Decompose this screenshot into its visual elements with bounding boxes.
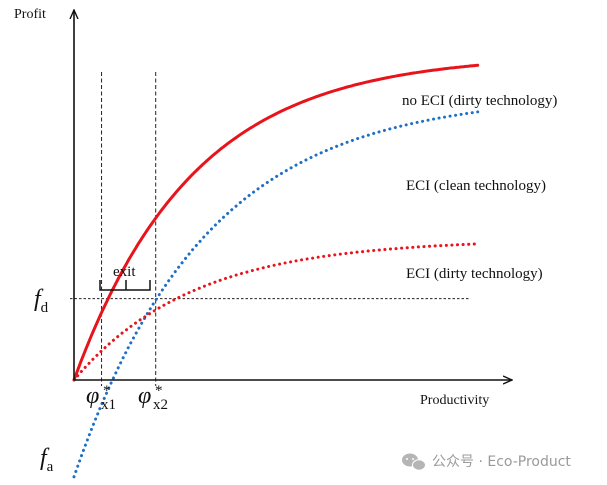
reference-lines xyxy=(70,72,470,386)
curve-no-eci-dirty xyxy=(72,63,480,382)
y-axis-label: Profit xyxy=(14,7,46,22)
series-label-eci-clean: ECI (clean technology) xyxy=(406,178,546,194)
fd-label: fd xyxy=(34,286,49,316)
svg-text:x1: x1 xyxy=(101,397,116,413)
curve-eci-dirty xyxy=(72,242,480,382)
curves xyxy=(72,63,480,479)
svg-text:φ: φ xyxy=(138,383,151,409)
x-axis-label: Productivity xyxy=(420,393,489,408)
exit-bracket xyxy=(99,280,151,291)
threshold-label-x1: φ * x1 xyxy=(86,383,116,413)
watermark: 公众号 · Eco-Product xyxy=(402,453,571,471)
svg-text:φ: φ xyxy=(86,383,99,409)
series-label-no-eci-dirty: no ECI (dirty technology) xyxy=(402,93,557,109)
fa-label: fa xyxy=(40,445,54,475)
series-label-eci-dirty: ECI (dirty technology) xyxy=(406,266,543,282)
exit-label: exit xyxy=(113,264,136,280)
wechat-icon xyxy=(402,453,426,471)
curve-eci-clean xyxy=(72,110,480,479)
svg-text:x2: x2 xyxy=(153,397,168,413)
svg-text:*: * xyxy=(155,383,163,399)
svg-text:*: * xyxy=(103,383,111,399)
threshold-label-x2: φ * x2 xyxy=(138,383,168,413)
watermark-text: 公众号 · Eco-Product xyxy=(432,454,571,470)
